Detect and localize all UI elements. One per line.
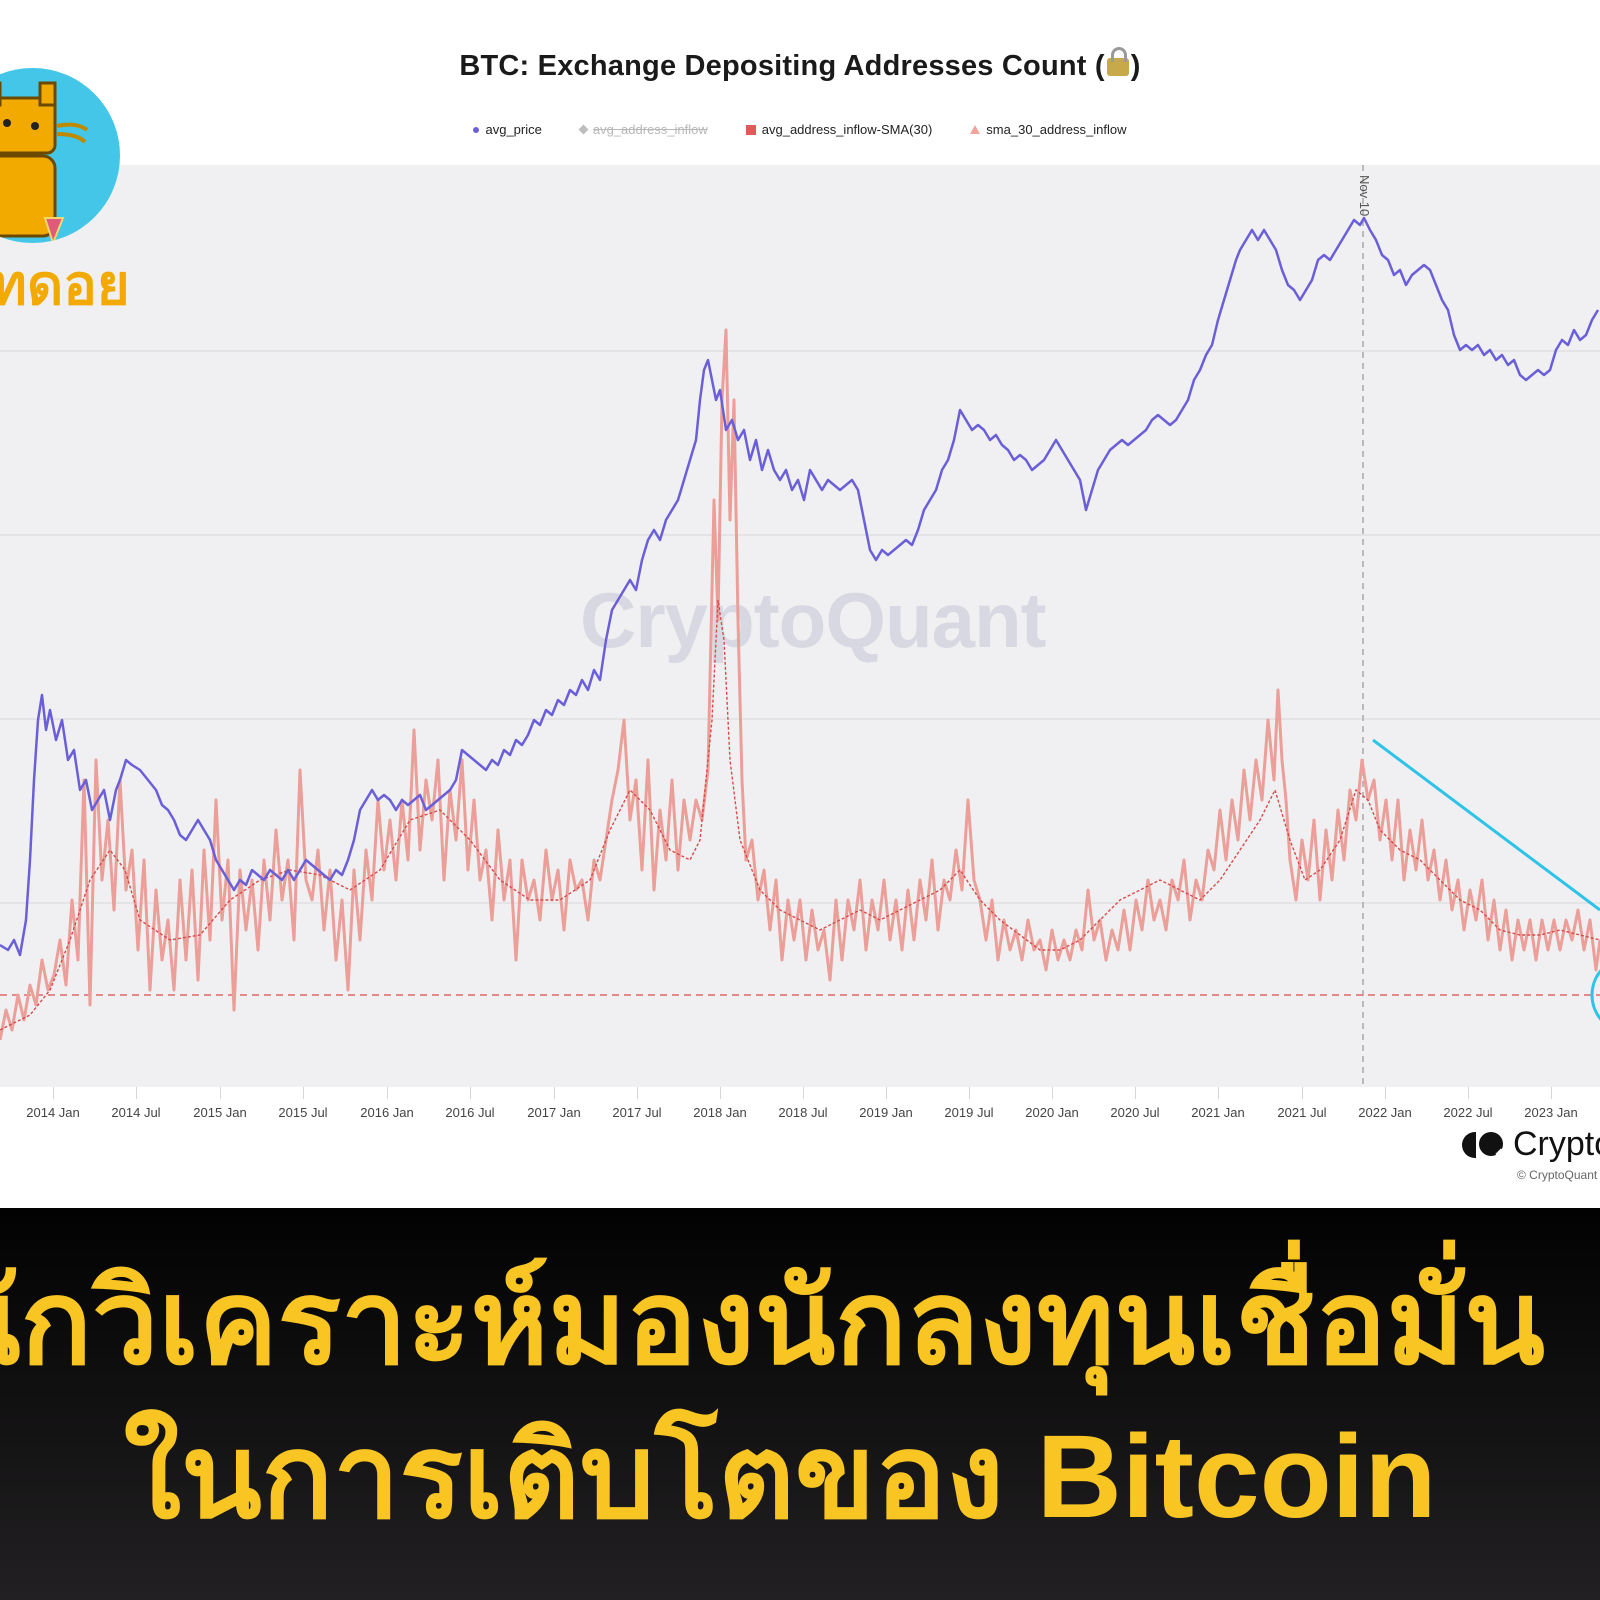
square-marker-icon [745, 124, 756, 135]
inflow-series [0, 328, 1600, 1041]
chart-title: BTC: Exchange Depositing Addresses Count… [459, 47, 1141, 82]
chart-svg [0, 165, 1600, 1087]
brand-name: ทดอย [0, 253, 130, 316]
cryptoquant-mark-icon [1462, 1131, 1503, 1158]
headline-line-1: นักวิเคราะห์มองนักลงทุนเชื่อมั่น [0, 1257, 1545, 1389]
legend-item-sma30-address-inflow[interactable]: sma_30_address_inflow [970, 122, 1127, 137]
legend-item-avg-price[interactable]: avg_price [473, 122, 542, 137]
dot-marker-icon [473, 126, 480, 133]
headline-banner: นักวิเคราะห์มองนักลงทุนเชื่อมั่น ในการเต… [0, 1208, 1600, 1600]
copyright-text: © CryptoQuant [1517, 1168, 1598, 1182]
headline-line-2: ในการเติบโตของ Bitcoin [123, 1411, 1437, 1543]
plot-area[interactable]: CryptoQuant Nov 10 [0, 165, 1600, 1087]
legend-item-inflow-sma30[interactable]: avg_address_inflow-SMA(30) [745, 122, 932, 137]
triangle-marker-icon [970, 125, 981, 134]
descending-trendline [1372, 738, 1600, 912]
chart-legend: avg_price avg_address_inflow avg_address… [0, 122, 1600, 137]
mascot-icon [0, 81, 89, 243]
cryptoquant-logo: Crypto [1462, 1125, 1600, 1164]
lock-icon [1106, 47, 1129, 76]
x-axis: 2014 Jan 2014 Jul 2015 Jan 2015 Jul 2016… [0, 1087, 1600, 1127]
nov10-label: Nov 10 [1357, 175, 1372, 217]
price-series [0, 216, 1600, 957]
diamond-marker-icon [578, 124, 589, 135]
legend-item-avg-address-inflow[interactable]: avg_address_inflow [578, 122, 708, 137]
highlight-circle [1590, 969, 1600, 1021]
sma-series [0, 599, 1600, 1031]
gridlines [0, 350, 1600, 904]
chart-card: BTC: Exchange Depositing Addresses Count… [0, 0, 1600, 1210]
